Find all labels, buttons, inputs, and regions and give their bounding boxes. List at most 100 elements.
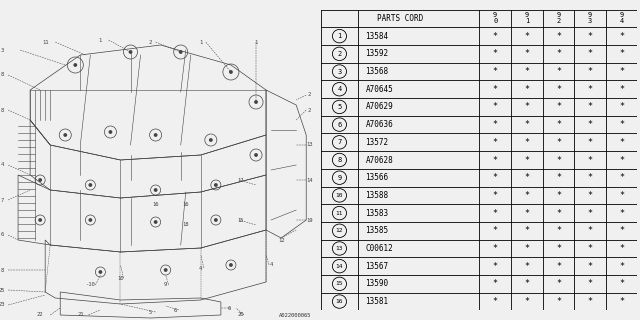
Text: *: *	[524, 120, 529, 129]
Circle shape	[39, 179, 42, 181]
Text: *: *	[493, 85, 498, 94]
Text: 7: 7	[1, 197, 4, 203]
Text: 13588: 13588	[365, 191, 388, 200]
Text: *: *	[524, 209, 529, 218]
Text: *: *	[524, 85, 529, 94]
Text: 9
1: 9 1	[525, 12, 529, 24]
Text: 10: 10	[117, 276, 124, 281]
Text: *: *	[556, 67, 561, 76]
Text: *: *	[493, 67, 498, 76]
Text: *: *	[493, 279, 498, 288]
Circle shape	[64, 134, 67, 136]
Text: *: *	[556, 49, 561, 58]
Text: *: *	[556, 138, 561, 147]
Text: 13572: 13572	[365, 138, 388, 147]
Text: *: *	[493, 209, 498, 218]
Text: 13568: 13568	[365, 67, 388, 76]
Text: *: *	[619, 279, 624, 288]
Text: 2: 2	[308, 92, 311, 98]
Text: 14: 14	[336, 264, 343, 269]
Text: 5: 5	[337, 104, 342, 110]
Text: *: *	[493, 102, 498, 111]
Text: *: *	[588, 173, 593, 182]
Text: *: *	[524, 67, 529, 76]
Text: *: *	[619, 191, 624, 200]
Text: 16: 16	[152, 203, 159, 207]
Text: *: *	[524, 262, 529, 271]
Circle shape	[129, 51, 132, 53]
Text: *: *	[493, 138, 498, 147]
Text: 8: 8	[1, 73, 4, 77]
Text: *: *	[524, 102, 529, 111]
Text: 14: 14	[306, 178, 312, 182]
Circle shape	[109, 131, 111, 133]
Text: 6: 6	[1, 233, 4, 237]
Text: *: *	[524, 156, 529, 164]
Text: *: *	[524, 279, 529, 288]
Text: A70645: A70645	[365, 85, 394, 94]
Text: 6: 6	[174, 308, 177, 313]
Circle shape	[255, 101, 257, 103]
Text: *: *	[588, 85, 593, 94]
Text: *: *	[524, 138, 529, 147]
Text: *: *	[619, 85, 624, 94]
Text: *: *	[493, 120, 498, 129]
Text: 1: 1	[254, 39, 258, 44]
Circle shape	[230, 71, 232, 73]
Text: *: *	[493, 262, 498, 271]
Text: *: *	[524, 226, 529, 235]
Text: *: *	[588, 209, 593, 218]
Text: *: *	[619, 138, 624, 147]
Text: 13584: 13584	[365, 32, 388, 41]
Text: *: *	[524, 191, 529, 200]
Text: *: *	[556, 156, 561, 164]
Text: *: *	[556, 191, 561, 200]
Text: *: *	[619, 32, 624, 41]
Text: *: *	[524, 297, 529, 306]
Circle shape	[164, 269, 167, 271]
Circle shape	[39, 219, 42, 221]
Text: A70636: A70636	[365, 120, 394, 129]
Text: 13: 13	[306, 142, 312, 148]
Text: 1: 1	[199, 39, 202, 44]
Text: 22: 22	[37, 313, 44, 317]
Text: 9
3: 9 3	[588, 12, 592, 24]
Text: 1: 1	[337, 33, 342, 39]
Text: 13585: 13585	[365, 226, 388, 235]
Text: 25: 25	[0, 287, 5, 292]
Text: *: *	[619, 156, 624, 164]
Text: *: *	[588, 156, 593, 164]
Text: 16: 16	[336, 299, 343, 304]
Text: A022000065: A022000065	[279, 313, 311, 318]
Text: *: *	[588, 49, 593, 58]
Text: 6: 6	[227, 306, 230, 310]
Text: 9
4: 9 4	[620, 12, 624, 24]
Text: *: *	[619, 244, 624, 253]
Text: A70628: A70628	[365, 156, 394, 164]
Circle shape	[89, 219, 92, 221]
Text: *: *	[493, 173, 498, 182]
Text: *: *	[493, 156, 498, 164]
Text: 23: 23	[0, 302, 5, 308]
Text: *: *	[619, 262, 624, 271]
Text: 2: 2	[337, 51, 342, 57]
Circle shape	[214, 184, 217, 186]
Text: *: *	[556, 32, 561, 41]
Text: *: *	[556, 102, 561, 111]
Circle shape	[154, 189, 157, 191]
Text: *: *	[493, 297, 498, 306]
Text: 15: 15	[237, 218, 244, 222]
Text: *: *	[619, 49, 624, 58]
Circle shape	[210, 139, 212, 141]
Text: 21: 21	[77, 313, 84, 317]
Text: 20: 20	[237, 313, 244, 317]
Text: 9
2: 9 2	[556, 12, 561, 24]
Text: 13590: 13590	[365, 279, 388, 288]
Text: *: *	[588, 191, 593, 200]
Text: *: *	[619, 67, 624, 76]
Circle shape	[154, 221, 157, 223]
Text: 7: 7	[337, 139, 342, 145]
Text: 15: 15	[336, 281, 343, 286]
Text: 6: 6	[337, 122, 342, 128]
Text: 16: 16	[182, 203, 189, 207]
